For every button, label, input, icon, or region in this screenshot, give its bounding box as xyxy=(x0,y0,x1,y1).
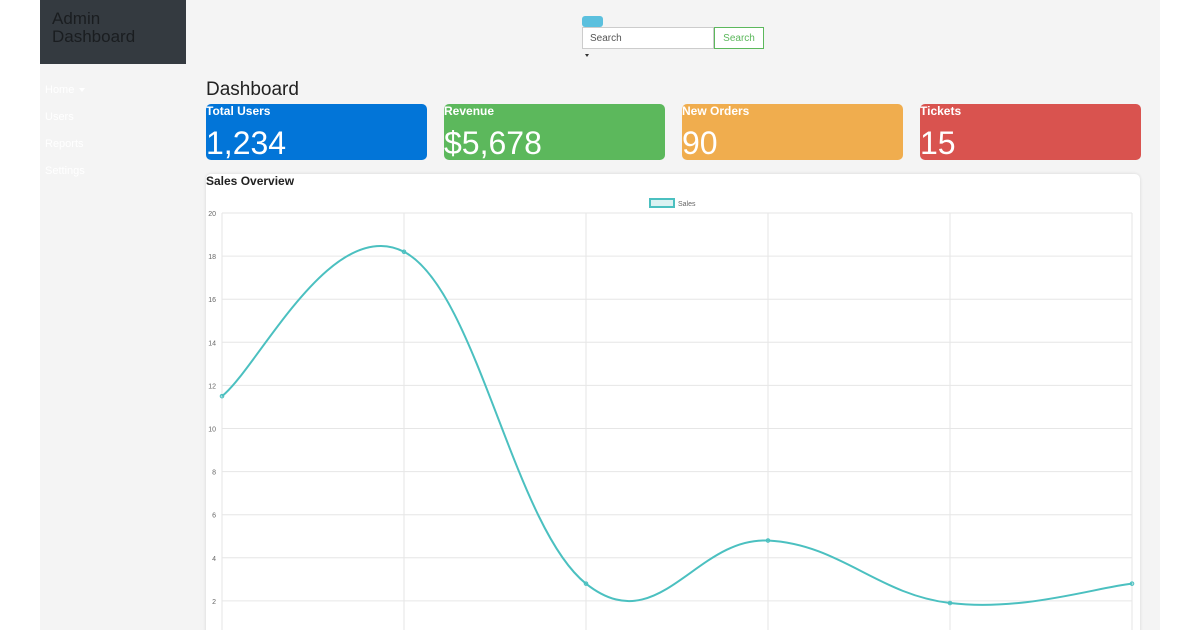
y-tick-label: 8 xyxy=(212,470,216,477)
y-tick-label: 10 xyxy=(208,427,216,434)
sales-line-chart: 2 4 6 8 10 12 14 16 18 20 Sales xyxy=(208,198,1135,630)
data-point xyxy=(583,581,589,586)
card-label: New Orders xyxy=(682,104,750,118)
card-value: 15 xyxy=(920,125,956,160)
sidebar-item-users[interactable]: Users xyxy=(45,111,74,123)
caret-down-icon xyxy=(79,88,86,93)
sidebar-item-home[interactable]: Home xyxy=(45,84,86,96)
sidebar-item-label: Home xyxy=(45,84,75,96)
brand-title[interactable]: Admin Dashboard xyxy=(52,9,136,46)
search-button[interactable]: Search xyxy=(714,27,764,49)
y-tick-label: 2 xyxy=(212,599,216,606)
y-tick-label: 20 xyxy=(208,211,216,218)
card-label: Revenue xyxy=(444,104,495,118)
card-value: 90 xyxy=(682,125,718,160)
series-line-sales xyxy=(221,244,1133,606)
y-tick-label: 4 xyxy=(212,556,216,563)
card-label: Total Users xyxy=(206,104,271,118)
stat-card-tickets: Tickets 15 xyxy=(920,104,1141,160)
sales-overview-panel: Sales Overview 2 4 6 8 10 12 14 16 18 20 Sales xyxy=(206,174,1140,630)
sidebar-item-label: Reports xyxy=(45,138,84,150)
y-tick-label: 6 xyxy=(212,513,216,520)
sidebar: Home Users Reports Settings xyxy=(40,64,186,630)
y-tick-label: 14 xyxy=(208,340,216,347)
sidebar-item-reports[interactable]: Reports xyxy=(45,138,84,150)
data-point xyxy=(947,600,953,606)
legend-swatch xyxy=(649,198,675,208)
stat-card-revenue: Revenue $5,678 xyxy=(444,104,665,160)
sidebar-item-label: Users xyxy=(45,111,74,123)
sidebar-item-settings[interactable]: Settings xyxy=(45,165,85,177)
y-tick-label: 16 xyxy=(208,297,216,304)
legend-label: Sales xyxy=(678,201,696,208)
data-point xyxy=(401,249,407,255)
chart-title: Sales Overview xyxy=(206,174,295,188)
app-window: Admin Dashboard Home Users Reports Setti… xyxy=(40,0,1160,630)
card-value: 1,234 xyxy=(206,125,287,160)
y-tick-label: 18 xyxy=(208,254,216,261)
sidebar-item-label: Settings xyxy=(45,165,85,177)
card-label: Tickets xyxy=(920,104,962,118)
page-title: Dashboard xyxy=(206,79,299,100)
card-value: $5,678 xyxy=(444,125,542,160)
data-point xyxy=(1129,581,1135,586)
stat-card-new-orders: New Orders 90 xyxy=(682,104,903,160)
dropdown-caret-icon[interactable] xyxy=(585,54,589,57)
data-point xyxy=(765,538,771,543)
navbar-toggle-button[interactable] xyxy=(582,16,603,27)
data-point xyxy=(219,393,225,399)
search-input[interactable] xyxy=(582,27,714,49)
stat-card-total-users: Total Users 1,234 xyxy=(206,104,427,160)
brand[interactable]: Admin Dashboard xyxy=(40,0,186,64)
y-tick-label: 12 xyxy=(208,383,216,390)
